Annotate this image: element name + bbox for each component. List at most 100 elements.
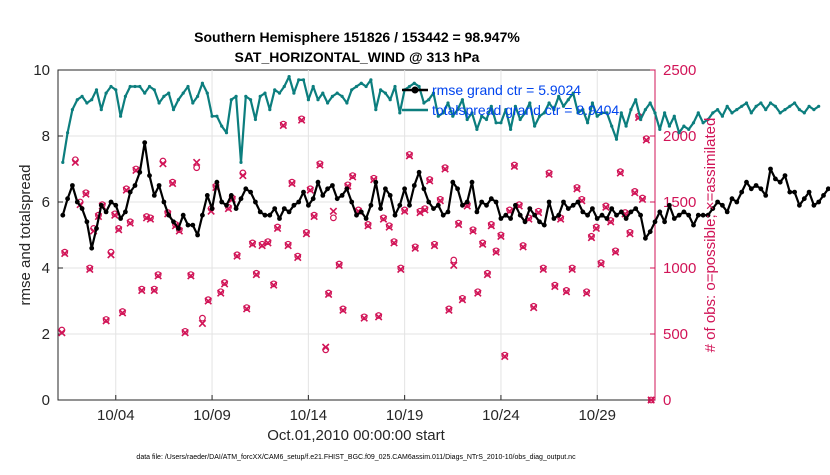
obs-assimilated-stroke bbox=[458, 295, 467, 304]
totalspread-point bbox=[253, 117, 257, 122]
totalspread-point bbox=[123, 94, 127, 98]
obs-possible-marker bbox=[436, 195, 444, 203]
obs-assimilated-stroke bbox=[492, 248, 500, 256]
obs-assimilated-marker bbox=[216, 289, 225, 297]
obs-possible-marker bbox=[143, 213, 150, 220]
obs-assimilated-marker bbox=[264, 239, 272, 247]
obs-possible-marker bbox=[426, 176, 434, 183]
obs-possible-marker bbox=[445, 305, 453, 313]
totalspread-point bbox=[533, 124, 537, 128]
rmse-point bbox=[243, 186, 249, 192]
rmse-point bbox=[185, 222, 191, 228]
obs-assimilated-stroke bbox=[220, 280, 229, 288]
rmse-point bbox=[286, 209, 292, 215]
rmse-point bbox=[537, 219, 542, 225]
y-left-tick-label: 2 bbox=[42, 326, 50, 343]
rmse-point bbox=[267, 212, 273, 218]
rmse-point bbox=[753, 183, 759, 188]
obs-assimilated-stroke bbox=[611, 248, 620, 256]
chart-title-line1: Southern Hemisphere 151826 / 153442 = 98… bbox=[194, 29, 520, 45]
totalspread-point bbox=[388, 98, 392, 102]
obs-assimilated-marker bbox=[302, 229, 311, 238]
totalspread-point bbox=[417, 84, 421, 89]
obs-possible-marker bbox=[421, 205, 429, 213]
obs-assimilated-stroke bbox=[463, 202, 471, 210]
totalspread-point bbox=[94, 88, 99, 92]
obs-possible-marker bbox=[115, 224, 123, 232]
obs-assimilated-marker bbox=[582, 289, 591, 297]
obs-possible-marker bbox=[578, 195, 586, 203]
legend-spread-label: totalspread grand ctr = 8.9404 bbox=[432, 102, 619, 118]
obs-assimilated-stroke bbox=[321, 343, 330, 351]
obs-assimilated-stroke bbox=[642, 136, 651, 144]
obs-possible-marker bbox=[535, 207, 542, 215]
obs-possible-marker bbox=[233, 251, 241, 259]
obs-assimilated-stroke bbox=[441, 165, 449, 173]
legend-rmse-marker bbox=[411, 86, 419, 94]
obs-assimilated-marker bbox=[310, 212, 318, 221]
rmse-point bbox=[590, 206, 595, 212]
rmse-point bbox=[508, 216, 513, 221]
totalspread-point bbox=[807, 104, 811, 108]
obs-assimilated-stroke bbox=[582, 289, 591, 297]
rmse-point bbox=[200, 212, 205, 218]
obs-assimilated-stroke bbox=[568, 265, 576, 274]
obs-assimilated-stroke bbox=[545, 170, 553, 179]
obs-assimilated-stroke bbox=[390, 239, 398, 247]
rmse-point bbox=[421, 186, 427, 192]
rmse-series bbox=[60, 140, 830, 251]
obs-assimilated-marker bbox=[284, 241, 292, 250]
rmse-point bbox=[233, 206, 239, 212]
totalspread-point bbox=[701, 121, 705, 125]
obs-possible-marker bbox=[647, 396, 655, 404]
totalspread-point bbox=[542, 111, 546, 115]
rmse-point bbox=[667, 202, 672, 208]
obs-possible-marker bbox=[339, 305, 347, 313]
rmse-point bbox=[253, 199, 258, 205]
totalspread-point bbox=[306, 98, 310, 102]
obs-assimilated-stroke bbox=[474, 289, 482, 297]
obs-assimilated-marker bbox=[364, 221, 372, 230]
obs-assimilated-marker bbox=[242, 305, 251, 313]
obs-assimilated-marker bbox=[529, 303, 538, 312]
obs-assimilated-marker bbox=[397, 265, 405, 274]
obs-possible-marker bbox=[511, 161, 518, 169]
totalspread-point bbox=[537, 114, 542, 118]
obs-assimilated-stroke bbox=[539, 265, 548, 274]
y-right-tick-label: 1000 bbox=[663, 260, 696, 277]
obs-assimilated-marker bbox=[159, 159, 167, 168]
obs-assimilated-stroke bbox=[374, 313, 383, 321]
obs-possible-marker bbox=[138, 285, 146, 293]
obs-assimilated-marker bbox=[168, 179, 177, 188]
rmse-point bbox=[330, 183, 335, 188]
obs-assimilated-stroke bbox=[258, 241, 266, 250]
obs-assimilated-stroke bbox=[400, 207, 409, 216]
obs-possible-marker bbox=[539, 264, 547, 272]
rmse-point bbox=[763, 193, 769, 198]
rmse-point bbox=[474, 209, 480, 215]
obs-assimilated-stroke bbox=[198, 319, 207, 328]
obs-assimilated-stroke bbox=[483, 270, 492, 279]
totalspread-point bbox=[788, 104, 792, 108]
totalspread-point bbox=[162, 94, 166, 98]
obs-assimilated-stroke bbox=[421, 206, 429, 214]
obs-possible-marker bbox=[469, 226, 477, 234]
rmse-point bbox=[378, 206, 383, 212]
obs-possible-marker bbox=[82, 189, 90, 197]
rmse-point bbox=[647, 229, 653, 235]
obs-assimilated-stroke bbox=[647, 396, 655, 404]
totalspread-point bbox=[557, 94, 561, 98]
x-axis: 10/04 10/09 10/14 10/19 10/24 10/29 bbox=[97, 395, 616, 424]
obs-assimilated-stroke bbox=[405, 152, 414, 160]
rmse-point bbox=[166, 212, 172, 218]
obs-assimilated-marker bbox=[379, 215, 388, 223]
rmse-point bbox=[407, 202, 412, 208]
totalspread-point bbox=[196, 94, 200, 98]
obs-possible-marker bbox=[102, 316, 110, 323]
obs-assimilated-stroke bbox=[556, 215, 565, 223]
totalspread-point bbox=[711, 111, 715, 115]
obs-possible-marker bbox=[563, 287, 570, 294]
rmse-point bbox=[358, 209, 364, 215]
obs-possible-marker bbox=[364, 221, 372, 228]
rmse-point bbox=[585, 212, 590, 218]
